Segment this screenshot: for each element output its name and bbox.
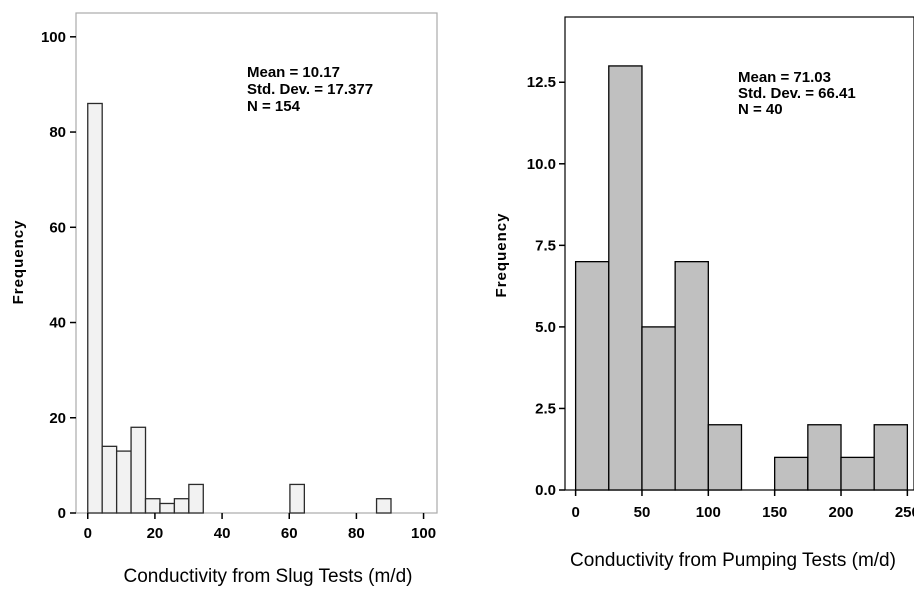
- y-tick-label: 40: [49, 315, 66, 332]
- x-tick-label: 0: [84, 525, 92, 542]
- histogram-bar: [173, 498, 190, 514]
- histogram-bar: [87, 102, 103, 514]
- stats-annotation-line: Mean = 71.03: [738, 69, 831, 86]
- x-tick-label: 100: [696, 504, 721, 521]
- x-tick-label: 40: [214, 525, 231, 542]
- x-tick-label: 0: [571, 504, 579, 521]
- histogram-bar: [873, 424, 909, 491]
- y-tick-label: 100: [41, 29, 66, 46]
- histogram-bar: [774, 456, 809, 491]
- histogram-bar: [159, 502, 176, 514]
- y-axis-title: Frequency: [10, 220, 27, 305]
- histogram-bar: [608, 65, 643, 491]
- histogram-bar: [641, 326, 676, 491]
- y-tick-label: 80: [49, 124, 66, 141]
- histogram-bar: [144, 498, 161, 514]
- x-tick-label: 150: [762, 504, 787, 521]
- histogram-bar: [674, 261, 709, 491]
- y-axis-title: Frequency: [493, 213, 510, 298]
- stats-annotation-line: N = 154: [247, 98, 301, 115]
- y-tick-label: 0.0: [535, 482, 556, 499]
- y-tick-label: 60: [49, 219, 66, 236]
- histogram-bar: [807, 424, 842, 491]
- y-tick-label: 20: [49, 410, 66, 427]
- x-axis-title: Conductivity from Pumping Tests (m/d): [570, 550, 896, 571]
- x-tick-label: 80: [348, 525, 365, 542]
- y-tick-label: 2.5: [535, 400, 556, 417]
- histogram-bar: [840, 456, 875, 491]
- y-tick-label: 12.5: [527, 74, 556, 91]
- histogram-bar: [289, 483, 306, 514]
- histogram-bar: [101, 445, 118, 514]
- histogram-panel-2: 0.0 2.5 5.0 7.5 10.0 12.5 0 50 100 150 200 250 Condu…: [493, 16, 914, 571]
- x-axis-title: Conductivity from Slug Tests (m/d): [124, 566, 413, 587]
- stats-annotation-line: Std. Dev. = 17.377: [247, 81, 373, 98]
- histogram-bar: [375, 498, 392, 514]
- y-tick-label: 10.0: [527, 156, 556, 173]
- histogram-bar: [574, 261, 610, 491]
- histogram-bar: [130, 426, 147, 514]
- y-tick-label: 7.5: [535, 237, 556, 254]
- histogram-bar: [188, 483, 204, 514]
- x-tick-label: 100: [411, 525, 436, 542]
- y-tick-label: 0: [58, 505, 66, 522]
- x-tick-label: 250: [895, 504, 914, 521]
- histogram-bar: [707, 424, 743, 491]
- stats-annotation-line: Mean = 10.17: [247, 64, 340, 81]
- histogram-panel-1: 0 20 40 60 80 100 0 20 40 60 80 100 Conductivity fro…: [10, 12, 438, 587]
- histogram-bar: [115, 450, 132, 514]
- stats-annotation-line: Std. Dev. = 66.41: [738, 85, 856, 102]
- x-tick-label: 60: [281, 525, 298, 542]
- x-tick-label: 20: [147, 525, 164, 542]
- x-tick-label: 200: [828, 504, 853, 521]
- x-tick-label: 50: [634, 504, 651, 521]
- stats-annotation-line: N = 40: [738, 101, 783, 118]
- y-tick-label: 5.0: [535, 319, 556, 336]
- plot-frame: [75, 12, 438, 514]
